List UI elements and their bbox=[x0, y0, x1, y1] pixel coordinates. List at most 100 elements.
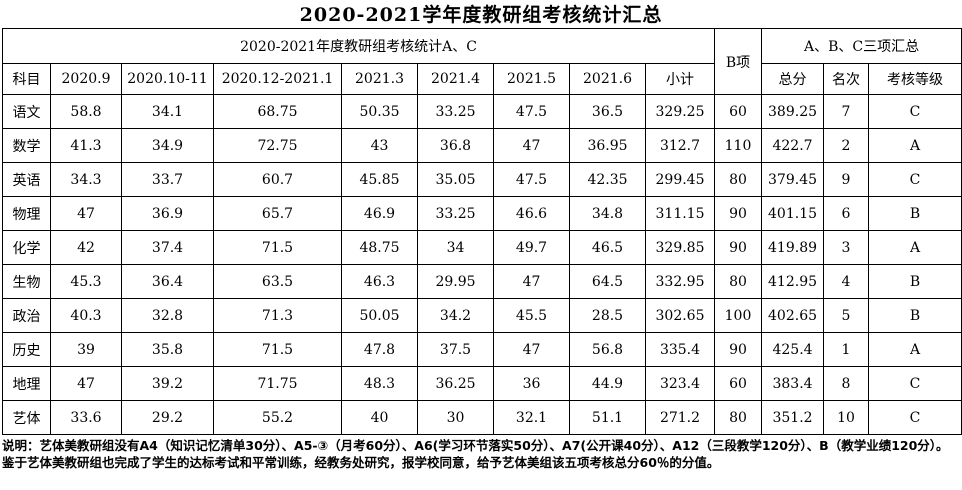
cell-total: 383.4 bbox=[761, 366, 825, 401]
cell-rank: 6 bbox=[823, 196, 870, 231]
cell-subtotal: 329.85 bbox=[644, 230, 716, 265]
cell-total: 425.4 bbox=[761, 332, 825, 367]
cell-total: 412.95 bbox=[761, 264, 825, 299]
cell-2020-10-11: 29.2 bbox=[121, 400, 214, 435]
cell-2020-12-2021-1: 71.5 bbox=[213, 230, 342, 265]
cell-2021-4: 33.25 bbox=[417, 94, 494, 129]
cell-2020-10-11: 36.9 bbox=[121, 196, 214, 231]
col-2021-3: 2021.3 bbox=[341, 63, 418, 95]
cell-2021-4: 29.95 bbox=[417, 264, 494, 299]
table-row: 语文 58.8 34.1 68.75 50.35 33.25 47.5 36.5 329.25 6… bbox=[2, 94, 962, 129]
cell-subtotal: 312.7 bbox=[644, 128, 716, 163]
cell-grade: B bbox=[868, 298, 962, 333]
cell-2020-9: 47 bbox=[50, 196, 122, 231]
cell-grade: B bbox=[868, 264, 962, 299]
cell-b-item: 80 bbox=[714, 264, 763, 299]
cell-subject: 物理 bbox=[2, 196, 51, 231]
cell-2020-10-11: 39.2 bbox=[121, 366, 214, 401]
cell-b-item: 100 bbox=[714, 298, 763, 333]
col-subtotal: 小计 bbox=[644, 63, 716, 95]
cell-2021-5: 46.6 bbox=[493, 196, 570, 231]
col-2021-6: 2021.6 bbox=[569, 63, 646, 95]
cell-2020-10-11: 34.1 bbox=[121, 94, 214, 129]
cell-2021-6: 36.5 bbox=[569, 94, 646, 129]
cell-2021-6: 34.8 bbox=[569, 196, 646, 231]
cell-subject: 英语 bbox=[2, 162, 51, 197]
table-row: 数学 41.3 34.9 72.75 43 36.8 47 36.95 312.7 110 422.… bbox=[2, 128, 962, 163]
cell-total: 402.65 bbox=[761, 298, 825, 333]
cell-subtotal: 335.4 bbox=[644, 332, 716, 367]
cell-subject: 历史 bbox=[2, 332, 51, 367]
cell-subtotal: 332.95 bbox=[644, 264, 716, 299]
cell-b-item: 80 bbox=[714, 400, 763, 435]
cell-2020-10-11: 35.8 bbox=[121, 332, 214, 367]
cell-subtotal: 271.2 bbox=[644, 400, 716, 435]
cell-2021-5: 36 bbox=[493, 366, 570, 401]
cell-2021-5: 49.7 bbox=[493, 230, 570, 265]
cell-subject: 化学 bbox=[2, 230, 51, 265]
cell-2020-10-11: 37.4 bbox=[121, 230, 214, 265]
cell-grade: C bbox=[868, 94, 962, 129]
cell-rank: 2 bbox=[823, 128, 870, 163]
cell-2020-12-2021-1: 55.2 bbox=[213, 400, 342, 435]
cell-grade: C bbox=[868, 400, 962, 435]
cell-2021-3: 48.3 bbox=[341, 366, 418, 401]
cell-grade: A bbox=[868, 128, 962, 163]
summary-header: A、B、C三项汇总 bbox=[761, 28, 962, 64]
cell-grade: A bbox=[868, 230, 962, 265]
table-row: 政治 40.3 32.8 71.3 50.05 34.2 45.5 28.5 302.65 100… bbox=[2, 298, 962, 333]
cell-2021-6: 46.5 bbox=[569, 230, 646, 265]
cell-rank: 5 bbox=[823, 298, 870, 333]
cell-2021-3: 48.75 bbox=[341, 230, 418, 265]
col-rank: 名次 bbox=[823, 63, 870, 95]
cell-2021-5: 47 bbox=[493, 128, 570, 163]
cell-2021-4: 35.05 bbox=[417, 162, 494, 197]
cell-total: 351.2 bbox=[761, 400, 825, 435]
cell-2021-6: 28.5 bbox=[569, 298, 646, 333]
cell-2020-9: 58.8 bbox=[50, 94, 122, 129]
summary-table: 2020-2021年度教研组考核统计A、C B项 A、B、C三项汇总 科目 20… bbox=[1, 28, 962, 435]
cell-2020-9: 34.3 bbox=[50, 162, 122, 197]
table-row: 化学 42 37.4 71.5 48.75 34 49.7 46.5 329.85 90 419.8… bbox=[2, 230, 962, 265]
table-row: 物理 47 36.9 65.7 46.9 33.25 46.6 34.8 311.15 90 401… bbox=[2, 196, 962, 231]
cell-2021-5: 45.5 bbox=[493, 298, 570, 333]
cell-2021-3: 40 bbox=[341, 400, 418, 435]
cell-2021-5: 32.1 bbox=[493, 400, 570, 435]
cell-2020-12-2021-1: 60.7 bbox=[213, 162, 342, 197]
cell-2020-10-11: 34.9 bbox=[121, 128, 214, 163]
cell-grade: C bbox=[868, 162, 962, 197]
cell-2020-12-2021-1: 71.3 bbox=[213, 298, 342, 333]
cell-rank: 4 bbox=[823, 264, 870, 299]
sheet-title: 2020-2021学年度教研组考核统计汇总 bbox=[299, 4, 663, 26]
cell-2020-12-2021-1: 72.75 bbox=[213, 128, 342, 163]
cell-grade: B bbox=[868, 196, 962, 231]
cell-b-item: 110 bbox=[714, 128, 763, 163]
cell-2020-12-2021-1: 65.7 bbox=[213, 196, 342, 231]
col-grade: 考核等级 bbox=[868, 63, 962, 95]
cell-2021-6: 56.8 bbox=[569, 332, 646, 367]
cell-b-item: 80 bbox=[714, 162, 763, 197]
cell-2021-4: 30 bbox=[417, 400, 494, 435]
cell-2021-5: 47 bbox=[493, 264, 570, 299]
table-row: 生物 45.3 36.4 63.5 46.3 29.95 47 64.5 332.95 80 412… bbox=[2, 264, 962, 299]
cell-2021-6: 42.35 bbox=[569, 162, 646, 197]
cell-subject: 艺体 bbox=[2, 400, 51, 435]
col-total: 总分 bbox=[761, 63, 825, 95]
cell-2021-6: 51.1 bbox=[569, 400, 646, 435]
cell-subtotal: 329.25 bbox=[644, 94, 716, 129]
col-2021-4: 2021.4 bbox=[417, 63, 494, 95]
cell-subtotal: 302.65 bbox=[644, 298, 716, 333]
cell-2021-3: 45.85 bbox=[341, 162, 418, 197]
cell-subject: 政治 bbox=[2, 298, 51, 333]
col-2020-10-11: 2020.10-11 bbox=[121, 63, 214, 95]
cell-2021-4: 34 bbox=[417, 230, 494, 265]
cell-2020-12-2021-1: 71.5 bbox=[213, 332, 342, 367]
cell-2021-6: 64.5 bbox=[569, 264, 646, 299]
cell-2020-9: 42 bbox=[50, 230, 122, 265]
cell-2021-6: 36.95 bbox=[569, 128, 646, 163]
cell-subject: 数学 bbox=[2, 128, 51, 163]
cell-2021-4: 34.2 bbox=[417, 298, 494, 333]
cell-subject: 语文 bbox=[2, 94, 51, 129]
cell-b-item: 60 bbox=[714, 94, 763, 129]
